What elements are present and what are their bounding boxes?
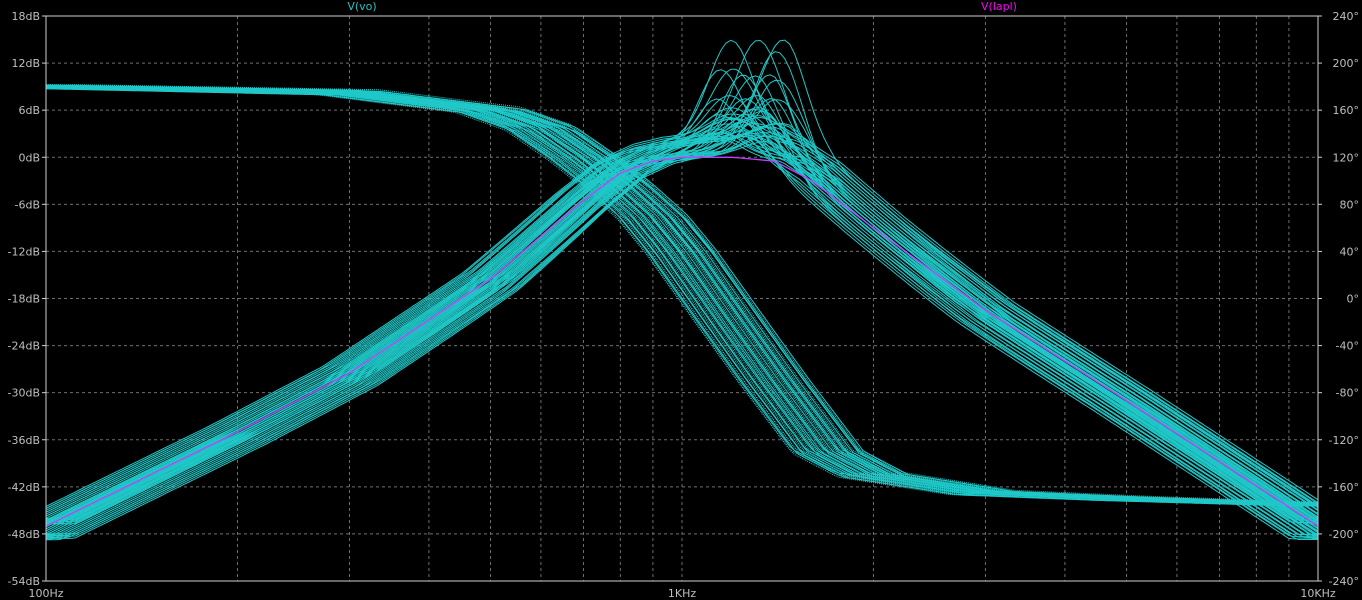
legend-vo-label[interactable]: V(vo) [347, 0, 376, 13]
vo-magnitude-trace [46, 136, 1319, 538]
y-right-tick-label: -120° [1329, 434, 1359, 447]
vo-magnitude-trace [45, 113, 1318, 519]
x-tick-label: 100Hz [28, 587, 63, 600]
y-right-tick-label: -240° [1329, 575, 1359, 588]
y-right-tick-label: 0° [1347, 293, 1360, 306]
legend-lapl-label[interactable]: V(lapl) [981, 0, 1017, 13]
lapl-magnitude-trace [45, 156, 1319, 527]
vo-magnitude-trace [45, 110, 1318, 540]
x-tick-label: 10KHz [1300, 587, 1335, 600]
y-left-tick-label: -36dB [8, 434, 41, 447]
vo-magnitude-trace [45, 98, 1318, 537]
y-left-tick-label: -42dB [8, 481, 41, 494]
y-right-tick-label: -200° [1329, 528, 1359, 541]
vo-magnitude-trace [45, 130, 1318, 538]
vo-magnitude-trace [45, 134, 1318, 535]
y-left-tick-label: 0dB [18, 151, 40, 164]
y-right-tick-label: -160° [1329, 481, 1359, 494]
vo-phase-trace [46, 84, 1319, 503]
vo-magnitude-trace [45, 114, 1318, 534]
y-left-tick-label: -54dB [8, 575, 41, 588]
y-right-tick-label: 40° [1340, 245, 1360, 258]
y-right-tick-label: 240° [1333, 10, 1360, 23]
y-right-tick-label: 160° [1333, 104, 1360, 117]
y-right-tick-label: 200° [1333, 57, 1360, 70]
y-left-tick-label: -48dB [8, 528, 41, 541]
y-left-tick-label: -12dB [8, 245, 41, 258]
y-left-tick-label: -6dB [15, 198, 41, 211]
y-left-tick-label: 18dB [11, 10, 40, 23]
y-right-tick-label: 80° [1340, 198, 1360, 211]
y-left-tick-label: -24dB [8, 340, 41, 353]
y-right-tick-label: 120° [1333, 151, 1360, 164]
vo-magnitude-trace [45, 98, 1319, 535]
x-tick-label: 1KHz [668, 587, 696, 600]
y-right-tick-label: -80° [1336, 387, 1359, 400]
vo-phase-trace [45, 85, 1318, 505]
y-right-tick-label: -40° [1336, 340, 1359, 353]
axis-layer: 18dB 12dB 6dB 0dB -6dB -12dB -18dB -24dB -30dB -3… [8, 10, 1360, 600]
vo-phase-trace [45, 84, 1318, 504]
vo-magnitude-trace [46, 135, 1319, 536]
legend-layer: V(vo) V(lapl) [347, 0, 1017, 13]
vo-magnitude-trace [45, 125, 1318, 538]
y-left-tick-label: -30dB [8, 387, 41, 400]
trace-layer [45, 39, 1319, 541]
vo-magnitude-trace [45, 99, 1318, 520]
vo-phase-trace [45, 88, 1318, 507]
y-left-tick-label: -18dB [8, 293, 41, 306]
y-left-tick-label: 6dB [18, 104, 40, 117]
y-left-tick-label: 12dB [11, 57, 40, 70]
